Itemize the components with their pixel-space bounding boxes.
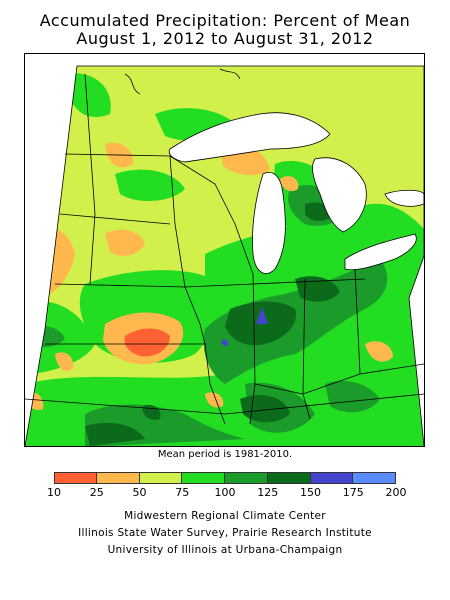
- zone-wi-green: [115, 169, 185, 201]
- lake-ontario: [385, 190, 424, 207]
- zone-west-orange: [55, 352, 74, 371]
- zone-mn-orange: [105, 229, 145, 256]
- zone-il-blue: [256, 307, 268, 324]
- mean-period-note: Mean period is 1981-2010.: [157, 449, 293, 460]
- zone-oh-orange: [365, 341, 393, 362]
- map-date-range: August 1, 2012 to August 31, 2012: [76, 29, 374, 48]
- lake-outline: [252, 172, 286, 274]
- lake-outline: [312, 157, 367, 233]
- lake-erie: [345, 234, 417, 270]
- legend-swatch: [96, 472, 140, 484]
- zone-mi-orange: [280, 176, 299, 192]
- lake-huron: [312, 157, 367, 232]
- legend-tick-label: 10: [47, 486, 61, 499]
- legend-bar: [54, 472, 396, 484]
- lake-outline: [344, 233, 417, 271]
- legend-tick-label: 50: [132, 486, 147, 499]
- zone-central-dark: [203, 259, 388, 384]
- boundary-lines: [25, 65, 424, 446]
- legend-swatch: [182, 472, 225, 484]
- legend-tick-label: 200: [385, 486, 407, 499]
- legend-swatch: [139, 472, 183, 484]
- coast-line: [219, 68, 241, 80]
- lake-superior: [169, 112, 330, 162]
- map-canvas: [25, 65, 424, 446]
- state-line: [54, 283, 186, 288]
- lake-michigan: [252, 172, 286, 274]
- credit-line: Midwestern Regional Climate Center: [124, 510, 326, 522]
- great-lakes: [169, 112, 424, 274]
- state-line: [84, 73, 96, 285]
- precipitation-map: [24, 53, 425, 447]
- state-line: [169, 155, 254, 275]
- map-title: Accumulated Precipitation: Percent of Me…: [39, 11, 411, 30]
- state-line: [184, 278, 366, 288]
- legend-tick-label: 100: [214, 486, 236, 499]
- state-line: [169, 155, 226, 425]
- zone-mo-orange: [205, 392, 224, 408]
- credit-line: Illinois State Water Survey, Prairie Res…: [78, 527, 372, 539]
- color-legend: 10 25 50 75 100 125 150 175 200: [47, 472, 407, 510]
- state-line: [25, 393, 424, 415]
- legend-border: [54, 472, 396, 484]
- legend-tick-label: 25: [89, 486, 104, 499]
- state-line: [254, 363, 424, 395]
- state-line: [354, 268, 361, 375]
- credit-line: University of Illinois at Urbana-Champai…: [107, 544, 343, 556]
- zone-in-darkest: [295, 276, 340, 302]
- coast-line: [124, 73, 141, 95]
- zone-north-green: [65, 73, 111, 118]
- lake-outline: [384, 189, 424, 207]
- zone-ky-dark: [325, 380, 380, 413]
- legend-swatch: [54, 472, 97, 484]
- zone-in-blue-dot: [221, 339, 229, 346]
- state-line: [64, 153, 171, 157]
- state-line: [59, 213, 171, 225]
- legend-swatch: [225, 472, 268, 484]
- legend-tick-label: 150: [300, 486, 321, 499]
- zone-ar-darkest: [85, 422, 145, 446]
- legend-tick-label: 125: [257, 486, 279, 499]
- lake-outline: [168, 112, 331, 163]
- legend-swatch: [267, 472, 311, 484]
- legend-tick-label: 75: [175, 486, 190, 499]
- legend-swatch: [310, 472, 354, 484]
- legend-tick-label: 175: [342, 486, 364, 499]
- zone-ia-red: [124, 328, 170, 357]
- region-outline: [25, 65, 424, 446]
